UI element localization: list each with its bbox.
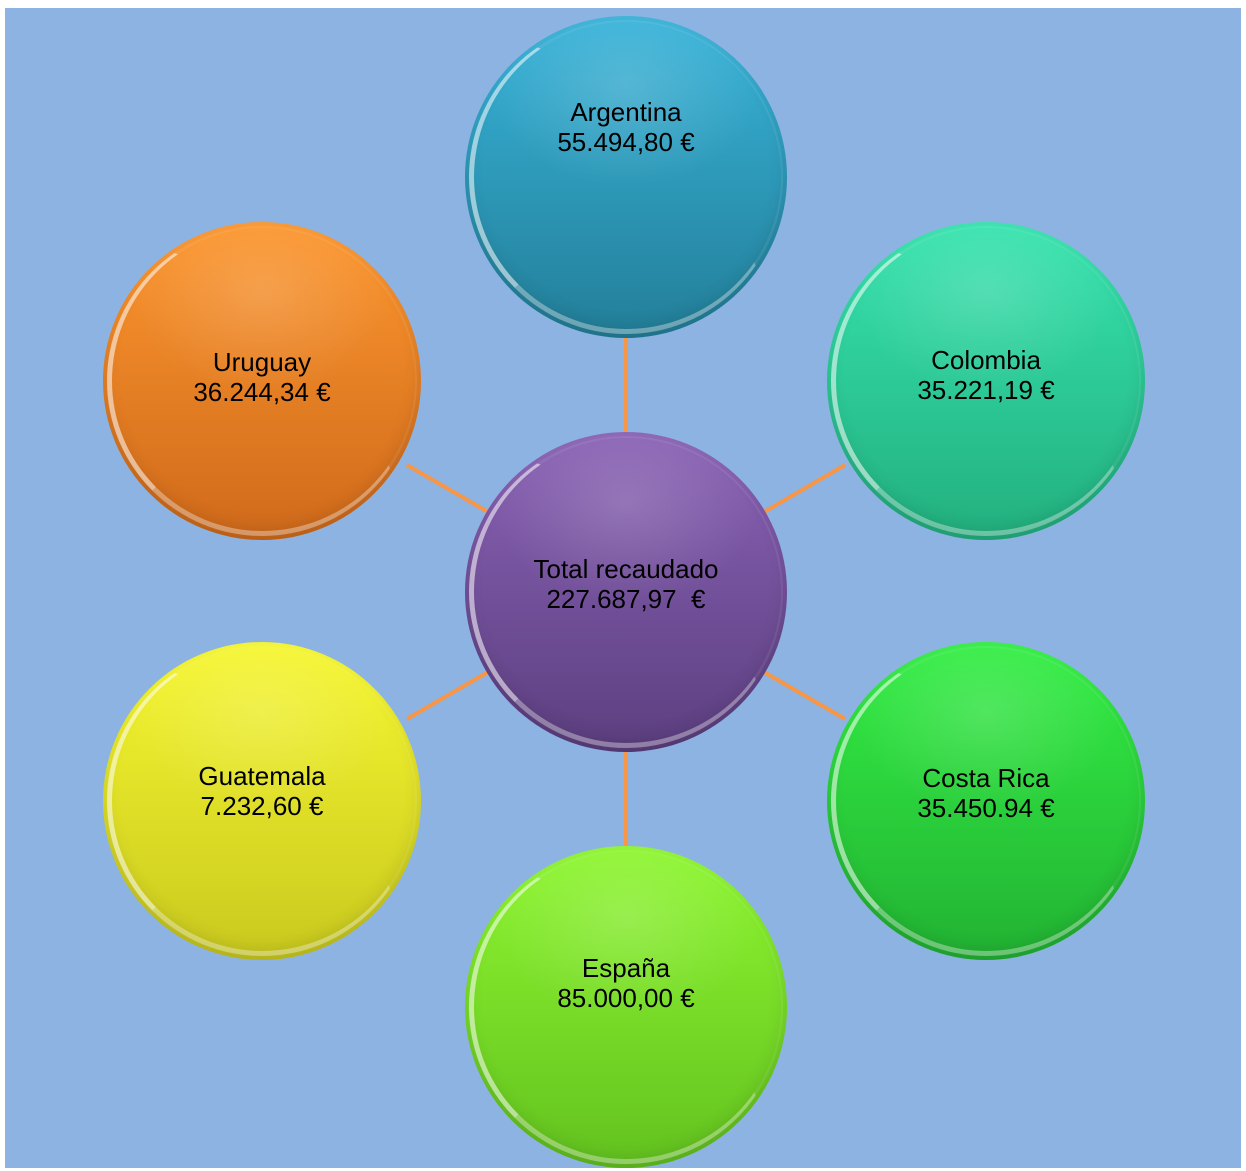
node-value: 7.232,60 € [200, 791, 324, 821]
node-uruguay: Uruguay 36.244,34 € [103, 222, 421, 540]
node-argentina: Argentina 55.494,80 € [465, 16, 787, 338]
node-costa-rica: Costa Rica 35.450.94 € [827, 642, 1145, 960]
center-value: 227.687,97 € [546, 584, 706, 614]
node-center-total: Total recaudado 227.687,97 € [465, 432, 787, 752]
connector-colombia [762, 463, 847, 514]
diagram-canvas: Argentina 55.494,80 € Colombia 35.221,19… [5, 8, 1241, 1168]
center-label: Total recaudado [533, 554, 719, 584]
connector-costa-rica [762, 670, 847, 721]
connectors [405, 338, 847, 846]
connector-guatemala [405, 670, 490, 721]
node-label: Argentina [570, 97, 682, 127]
node-label: Guatemala [198, 761, 326, 791]
node-value: 36.244,34 € [193, 377, 331, 407]
node-value: 55.494,80 € [557, 127, 695, 157]
connector-uruguay [405, 463, 490, 514]
node-espana: España 85.000,00 € [465, 846, 787, 1168]
node-label: España [581, 953, 671, 983]
node-value: 85.000,00 € [557, 983, 695, 1013]
node-value: 35.221,19 € [917, 375, 1055, 405]
node-colombia: Colombia 35.221,19 € [827, 222, 1145, 540]
node-label: Colombia [931, 345, 1041, 375]
node-value: 35.450.94 € [917, 793, 1055, 823]
node-label: Costa Rica [922, 763, 1050, 793]
node-guatemala: Guatemala 7.232,60 € [103, 642, 421, 960]
node-label: Uruguay [212, 347, 312, 377]
